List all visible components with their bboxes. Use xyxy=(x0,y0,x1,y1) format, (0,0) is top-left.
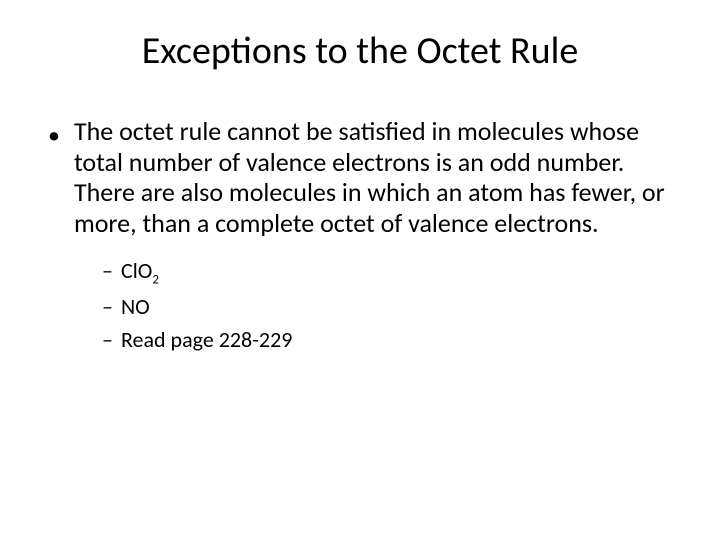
sub-bullet-text-clo2: ClO2 xyxy=(121,257,159,289)
slide-body: • The octet rule cannot be satisfied in … xyxy=(0,74,720,354)
sub-bullet-marker: – xyxy=(102,257,113,286)
sub-bullet-text-readpage: Read page 228-229 xyxy=(121,326,292,355)
sub-bullet-text-no: NO xyxy=(121,293,150,322)
sub-bullet-marker: – xyxy=(102,326,113,355)
main-bullet: • The octet rule cannot be satisfied in … xyxy=(48,116,672,239)
slide: Exceptions to the Octet Rule • The octet… xyxy=(0,0,720,540)
bullet-marker: • xyxy=(48,122,60,151)
slide-title: Exceptions to the Octet Rule xyxy=(0,0,720,74)
sub-bullet-item: – Read page 228-229 xyxy=(102,326,672,355)
main-bullet-text: The octet rule cannot be satisfied in mo… xyxy=(74,116,672,239)
sub-bullet-marker: – xyxy=(102,293,113,322)
sub-bullet-item: – NO xyxy=(102,293,672,322)
sub-bullet-item: – ClO2 xyxy=(102,257,672,289)
sub-bullet-list: – ClO2 – NO – Read page 228-229 xyxy=(48,257,672,354)
